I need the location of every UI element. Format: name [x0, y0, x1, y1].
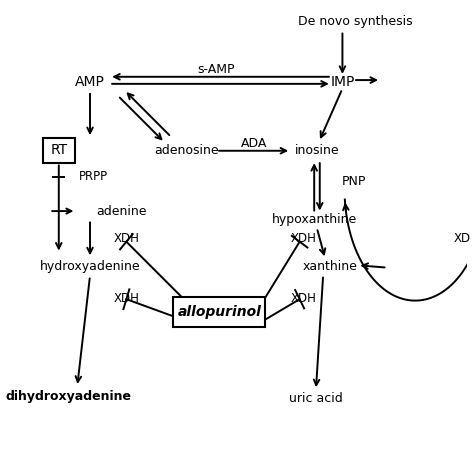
Text: hydroxyadenine: hydroxyadenine	[40, 260, 140, 273]
Text: adenosine: adenosine	[154, 144, 219, 157]
Text: adenine: adenine	[96, 205, 147, 218]
Text: PNP: PNP	[342, 175, 366, 188]
Text: hypoxanthine: hypoxanthine	[272, 213, 357, 226]
Text: allopurinol: allopurinol	[177, 305, 261, 319]
Text: XDH: XDH	[114, 232, 139, 245]
Text: XDH: XDH	[291, 232, 317, 245]
Text: ADA: ADA	[241, 137, 267, 150]
Text: AMP: AMP	[75, 75, 105, 90]
Text: XDH: XDH	[114, 292, 139, 305]
Text: XDH: XDH	[291, 292, 317, 305]
Text: uric acid: uric acid	[289, 392, 343, 405]
Text: s-AMP: s-AMP	[198, 63, 235, 76]
Text: xanthine: xanthine	[302, 260, 357, 273]
Text: IMP: IMP	[330, 75, 355, 90]
Text: dihydroxyadenine: dihydroxyadenine	[6, 390, 132, 403]
Text: RT: RT	[50, 143, 67, 157]
FancyBboxPatch shape	[173, 297, 265, 328]
Text: inosine: inosine	[294, 144, 339, 157]
Text: XD: XD	[454, 232, 471, 245]
FancyBboxPatch shape	[43, 138, 75, 163]
Text: PRPP: PRPP	[79, 170, 109, 183]
Text: De novo synthesis: De novo synthesis	[298, 15, 412, 28]
